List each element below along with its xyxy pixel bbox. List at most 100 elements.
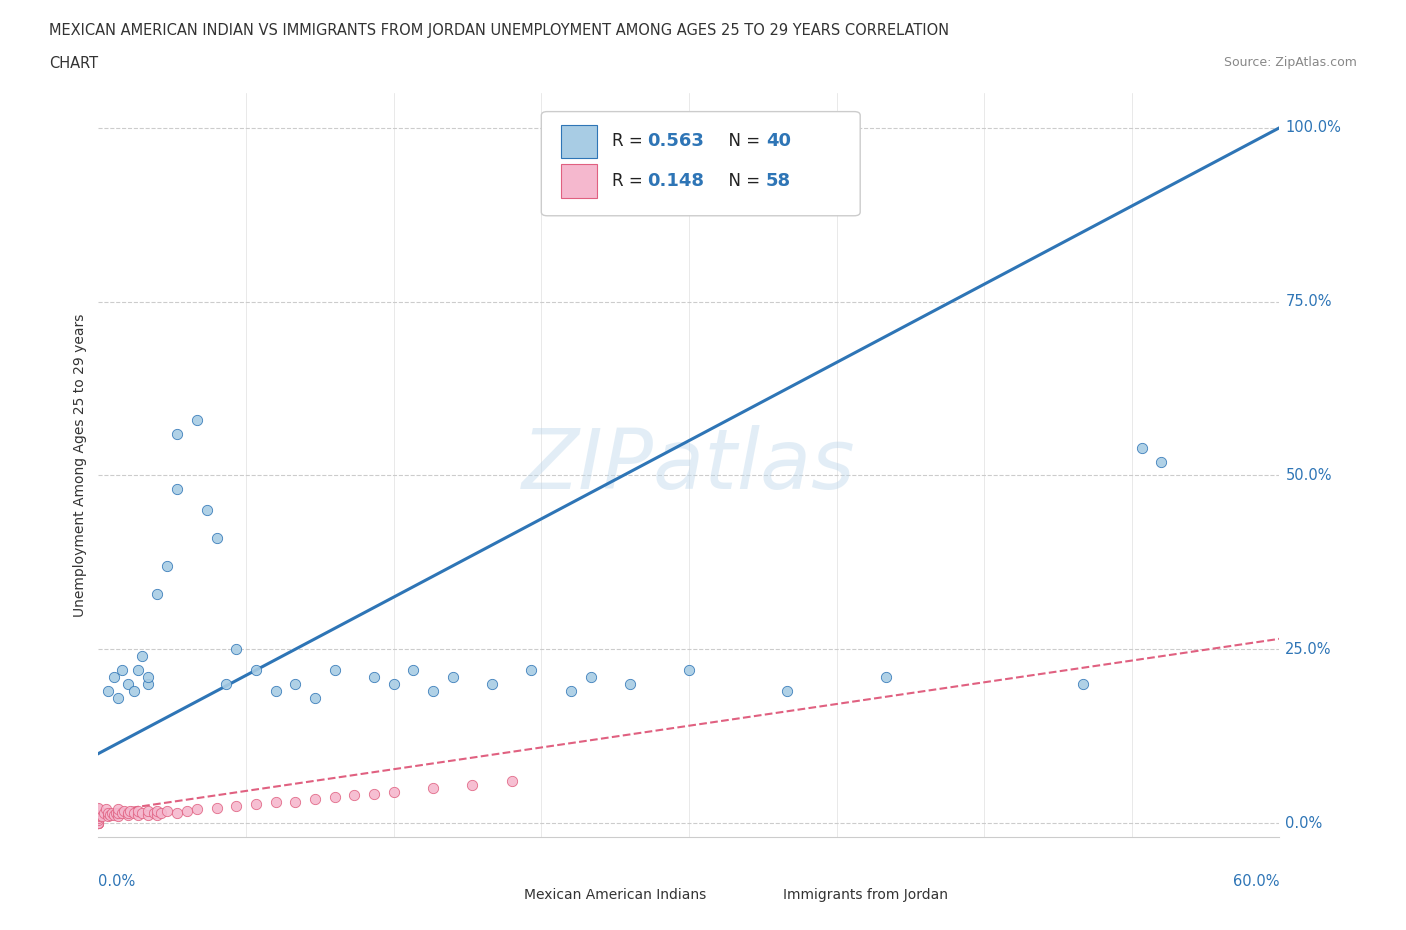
FancyBboxPatch shape [748,884,773,906]
Point [176,804,198,818]
Point [96,802,118,817]
Point [225,798,247,813]
Text: MEXICAN AMERICAN INDIAN VS IMMIGRANTS FROM JORDAN UNEMPLOYMENT AMONG AGES 25 TO : MEXICAN AMERICAN INDIAN VS IMMIGRANTS FR… [49,23,949,38]
Point [107,802,129,817]
Point [107,805,129,820]
Point [111,663,134,678]
FancyBboxPatch shape [488,884,515,906]
Point [343,788,366,803]
Point [166,805,188,820]
Point [579,670,602,684]
Point [156,558,179,573]
Point [87,810,110,825]
Point [166,482,188,497]
Text: 0.0%: 0.0% [98,874,135,889]
Text: 58: 58 [766,172,790,190]
Point [205,801,228,816]
Point [195,503,218,518]
Point [304,690,326,705]
Text: 50.0%: 50.0% [1285,468,1331,483]
Point [284,677,307,692]
Text: CHART: CHART [49,56,98,71]
Text: Immigrants from Jordan: Immigrants from Jordan [783,888,949,902]
Text: 100.0%: 100.0% [1285,120,1341,135]
Point [150,805,173,820]
Point [87,812,110,827]
Point [382,784,405,799]
Point [501,774,523,789]
FancyBboxPatch shape [541,112,860,216]
Point [156,804,179,818]
Point [186,412,208,427]
Point [87,816,110,830]
Text: 40: 40 [766,132,790,151]
Point [776,684,799,698]
Point [127,663,149,678]
Point [678,663,700,678]
Text: N =: N = [718,132,766,151]
Point [117,807,139,822]
Point [422,684,444,698]
Point [97,809,120,824]
FancyBboxPatch shape [561,125,596,158]
Text: ZIPatlas: ZIPatlas [522,424,856,506]
Point [146,586,169,601]
Point [186,802,208,817]
Point [619,677,641,692]
Point [101,805,124,820]
Point [323,790,346,804]
Point [107,690,129,705]
Point [103,670,125,684]
Point [107,809,129,824]
Point [205,531,228,546]
Point [93,805,115,820]
Point [323,663,346,678]
Point [264,684,287,698]
Point [87,816,110,830]
Point [91,809,114,824]
Point [122,805,145,820]
Point [87,816,110,830]
Point [166,426,188,441]
Point [87,807,110,822]
Point [284,795,307,810]
Point [131,805,153,820]
Point [103,807,125,822]
Point [136,804,159,818]
Point [142,805,165,820]
Point [136,807,159,822]
Point [122,684,145,698]
Point [1071,677,1094,692]
Point [105,805,128,820]
Text: 0.148: 0.148 [648,172,704,190]
Point [560,684,582,698]
Point [131,649,153,664]
Point [461,777,484,792]
Point [264,795,287,810]
Point [117,677,139,692]
Text: 25.0%: 25.0% [1285,642,1331,657]
Point [245,663,267,678]
Point [382,677,405,692]
Point [136,670,159,684]
Point [111,805,134,820]
Point [118,804,141,818]
Point [422,781,444,796]
Text: 0.0%: 0.0% [1285,816,1323,830]
Text: R =: R = [612,132,648,151]
Point [402,663,425,678]
Point [87,802,110,817]
Point [127,807,149,822]
Point [87,804,110,818]
Text: 75.0%: 75.0% [1285,294,1331,309]
Point [1130,440,1153,455]
Point [146,807,169,822]
Point [136,677,159,692]
Point [225,642,247,657]
Point [1150,454,1173,469]
Point [87,816,110,830]
Point [127,804,149,818]
Point [363,670,385,684]
Point [87,816,110,830]
Point [87,816,110,830]
